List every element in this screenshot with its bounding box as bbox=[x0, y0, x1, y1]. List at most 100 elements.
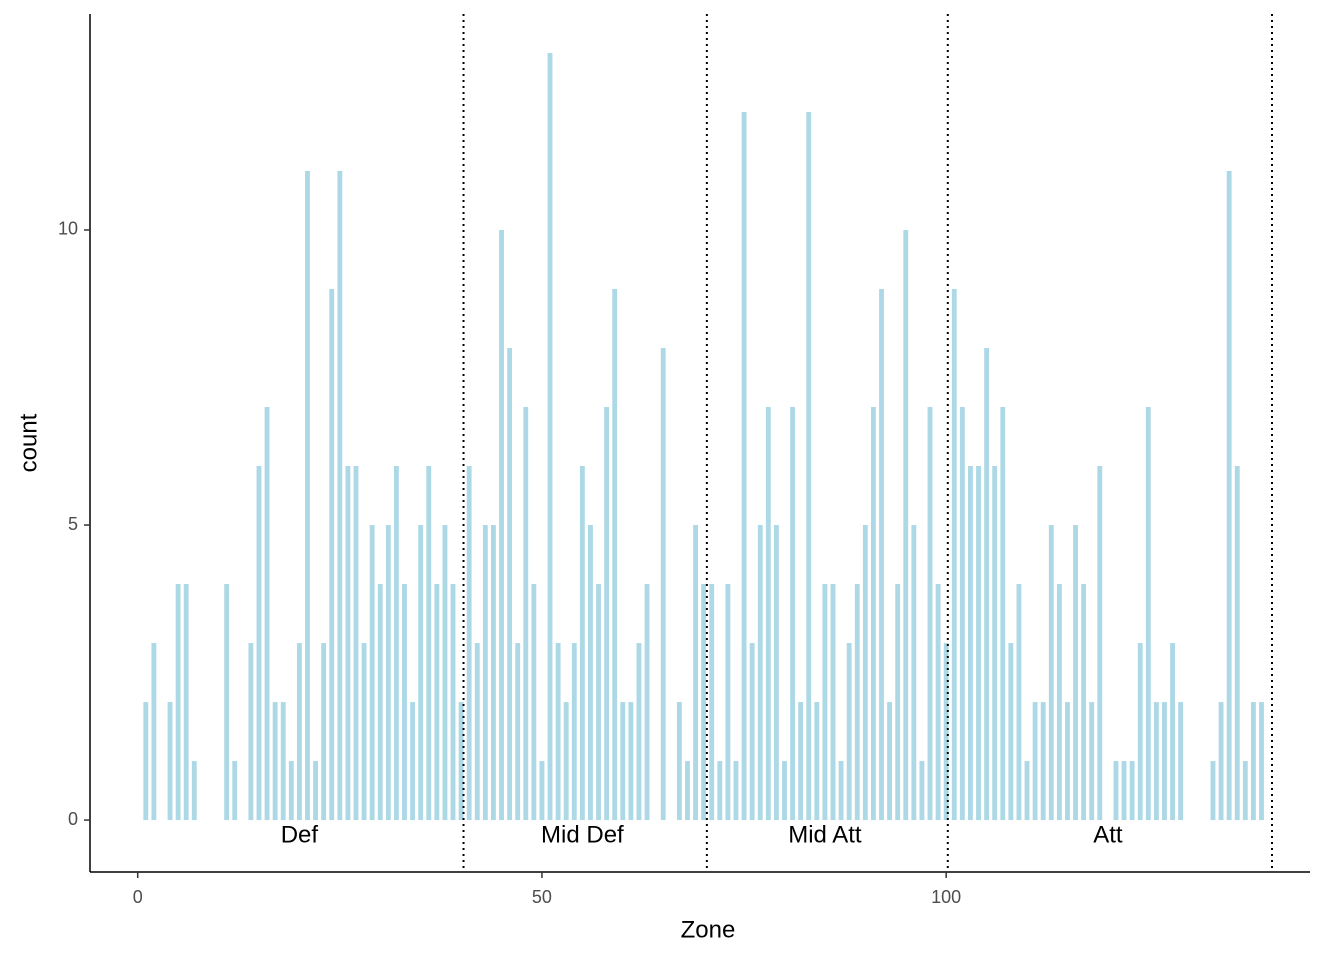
bar bbox=[685, 761, 690, 821]
bar bbox=[1097, 466, 1103, 821]
bar bbox=[968, 466, 973, 821]
y-axis-title: count bbox=[15, 413, 42, 472]
bar bbox=[596, 584, 601, 821]
bar bbox=[474, 643, 480, 821]
bar bbox=[976, 466, 981, 821]
bar bbox=[523, 407, 529, 821]
bar bbox=[313, 761, 318, 821]
bar bbox=[992, 466, 998, 821]
bar bbox=[676, 702, 682, 821]
bar bbox=[765, 407, 771, 821]
bar bbox=[571, 643, 577, 821]
bar bbox=[1210, 761, 1216, 821]
bar bbox=[539, 761, 545, 821]
bar bbox=[361, 643, 367, 821]
bar bbox=[393, 466, 399, 821]
bar bbox=[717, 761, 723, 821]
bar bbox=[588, 525, 593, 821]
bar bbox=[224, 584, 230, 821]
bar bbox=[741, 111, 747, 821]
bar bbox=[167, 702, 173, 821]
bar bbox=[1081, 584, 1087, 821]
bar bbox=[256, 466, 262, 821]
bar bbox=[814, 702, 820, 821]
bar bbox=[1073, 525, 1078, 821]
bar bbox=[919, 761, 925, 821]
bar bbox=[1234, 466, 1240, 821]
bar bbox=[620, 702, 626, 821]
bar bbox=[507, 347, 513, 821]
bar bbox=[1048, 525, 1054, 821]
x-tick-label: 50 bbox=[532, 887, 552, 907]
bar bbox=[1178, 702, 1184, 821]
bar bbox=[1121, 761, 1127, 821]
bar bbox=[773, 525, 779, 821]
bar bbox=[959, 407, 965, 821]
y-tick-label: 10 bbox=[58, 219, 78, 239]
bar bbox=[232, 761, 238, 821]
bar bbox=[248, 643, 254, 821]
bar bbox=[1218, 702, 1224, 821]
bar bbox=[280, 702, 286, 821]
bar bbox=[531, 584, 537, 821]
bar bbox=[1008, 643, 1014, 821]
bar bbox=[862, 525, 868, 821]
bar bbox=[1056, 584, 1062, 821]
bar bbox=[482, 525, 488, 821]
bar bbox=[612, 288, 618, 821]
bar bbox=[854, 584, 860, 821]
bar bbox=[1250, 702, 1256, 821]
x-axis-title: Zone bbox=[681, 916, 736, 943]
bar bbox=[1153, 702, 1159, 821]
bar bbox=[733, 761, 739, 821]
bar bbox=[830, 584, 836, 821]
x-tick-label: 100 bbox=[931, 887, 961, 907]
bar bbox=[491, 525, 496, 821]
bar bbox=[903, 229, 909, 821]
bar bbox=[895, 584, 901, 821]
bar bbox=[1259, 702, 1264, 821]
bar bbox=[879, 288, 884, 821]
bar bbox=[951, 288, 957, 821]
bar bbox=[377, 584, 383, 821]
bar bbox=[1145, 407, 1151, 821]
bar bbox=[410, 702, 416, 821]
bar bbox=[547, 52, 553, 821]
bar bbox=[1024, 761, 1030, 821]
bar bbox=[579, 466, 585, 821]
bar bbox=[628, 702, 634, 821]
bar bbox=[943, 643, 949, 821]
bar bbox=[369, 525, 375, 821]
bar bbox=[385, 525, 391, 821]
bar bbox=[1170, 643, 1175, 821]
bar bbox=[935, 584, 941, 821]
bar bbox=[1113, 761, 1119, 821]
bar bbox=[838, 761, 844, 821]
bar bbox=[1000, 407, 1006, 821]
bar bbox=[911, 525, 917, 821]
bar bbox=[175, 584, 181, 821]
bar bbox=[563, 702, 569, 821]
bar bbox=[466, 466, 472, 821]
bar bbox=[402, 584, 407, 821]
bar bbox=[636, 643, 642, 821]
bar bbox=[701, 584, 707, 821]
bar bbox=[1016, 584, 1022, 821]
bar bbox=[927, 407, 933, 821]
zone-label: Mid Def bbox=[541, 821, 624, 848]
bar bbox=[660, 347, 666, 821]
bar bbox=[822, 584, 828, 821]
bar bbox=[264, 407, 270, 821]
bar bbox=[272, 702, 278, 821]
bar bbox=[757, 525, 763, 821]
bar bbox=[798, 702, 804, 821]
bar bbox=[984, 347, 990, 821]
bar bbox=[458, 702, 464, 821]
bar bbox=[515, 643, 521, 821]
bar bbox=[1242, 761, 1248, 821]
bar bbox=[1162, 702, 1167, 821]
bar bbox=[183, 584, 189, 821]
bar bbox=[1040, 702, 1046, 821]
y-tick-label: 5 bbox=[68, 514, 78, 534]
